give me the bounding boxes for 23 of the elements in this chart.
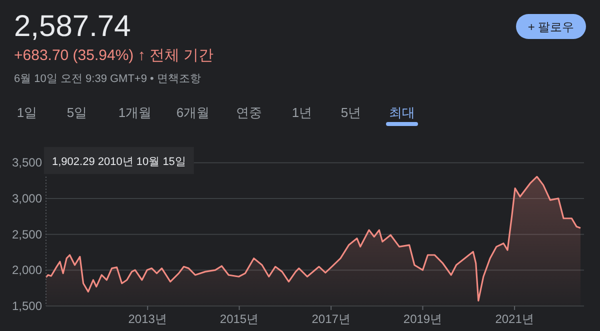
text: 1일 [16, 105, 38, 120]
text: 최대 [389, 105, 415, 120]
y-tick-label: 2,000 [12, 263, 42, 278]
chart-title: 2,587.74 [14, 10, 131, 43]
ref-line-label: 1,902.29 2010년 10월 15일 [52, 156, 186, 168]
chart-subtitle: +683.70 (35.94%) ↑ 전체 기간 [14, 47, 214, 64]
text: 1년 [292, 105, 312, 120]
text: 1개월 [118, 105, 152, 120]
text: 6월 10일 오전 9:39 GMT+9 • 면책조항 [14, 73, 201, 85]
y-tick-label: 2,500 [12, 227, 42, 242]
x-tick-label: 2015년 [220, 312, 259, 326]
text: 5년 [340, 105, 362, 120]
text: 5일 [66, 105, 88, 120]
y-tick-label: 3,000 [12, 192, 42, 206]
y-tick-label: 1,500 [12, 299, 42, 313]
text: + 팔로우 [528, 20, 574, 34]
x-tick-label: 2017년 [312, 312, 350, 326]
x-tick-label: 2019년 [403, 312, 442, 326]
x-tick-label: 2021년 [495, 312, 534, 326]
x-tick-label: 2013년 [128, 312, 167, 326]
text: 연중 [236, 105, 262, 120]
text: 6개월 [176, 105, 210, 120]
y-tick-label: 3,500 [12, 156, 42, 170]
